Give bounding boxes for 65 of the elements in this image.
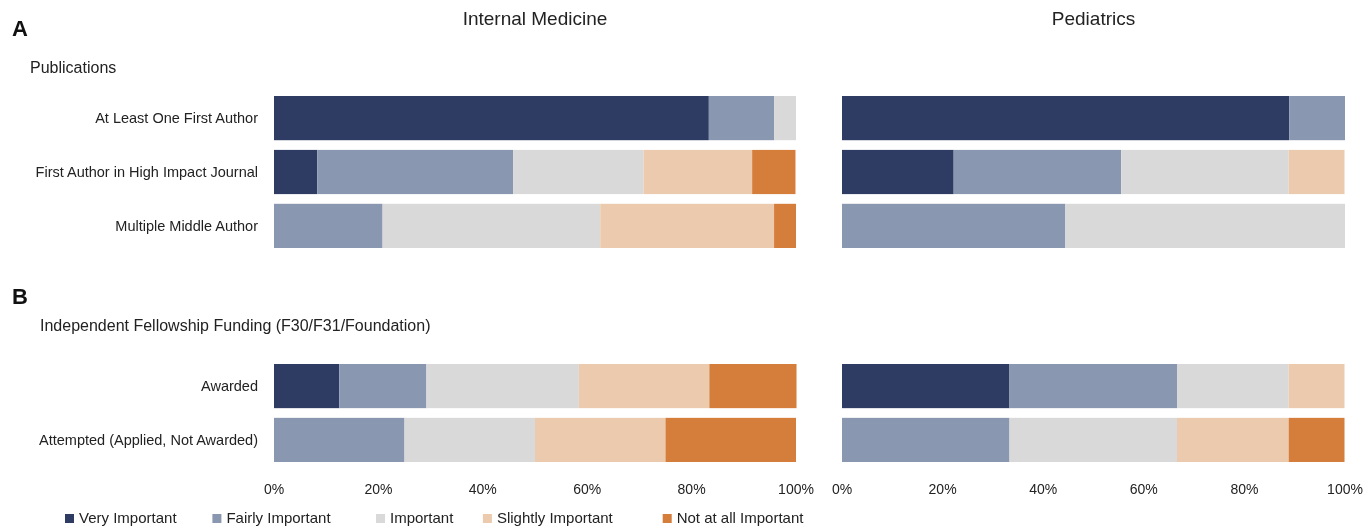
- x-tick-label: 40%: [468, 481, 497, 497]
- x-tick-label: 40%: [1029, 481, 1058, 497]
- bar: [1289, 96, 1345, 141]
- bar: [339, 364, 427, 409]
- bar: [774, 96, 796, 141]
- bar: [842, 417, 1010, 462]
- text: B: [12, 284, 28, 309]
- bar: [1177, 364, 1289, 409]
- bar: [404, 417, 535, 462]
- bar: [1009, 417, 1177, 462]
- x-tick-label: 60%: [1129, 481, 1158, 497]
- bar: [1288, 417, 1345, 462]
- text: Publications: [30, 59, 117, 76]
- bar: [382, 203, 601, 248]
- bar: [274, 203, 383, 248]
- x-tick-label: 80%: [677, 481, 706, 497]
- bar: [1009, 364, 1177, 409]
- bar: [535, 417, 666, 462]
- bar: [774, 203, 796, 248]
- legend-label: Slightly Important: [496, 509, 614, 526]
- bar: [842, 96, 1290, 141]
- bar: [665, 417, 796, 462]
- x-tick-label: 100%: [778, 481, 814, 497]
- bar: [842, 203, 1066, 248]
- x-tick-label: 0%: [831, 481, 853, 497]
- bar: [708, 96, 775, 141]
- legend-label: Very Important: [79, 509, 178, 526]
- x-tick-label: 20%: [928, 481, 957, 497]
- bar: [426, 364, 579, 409]
- bar: [578, 364, 710, 409]
- y-tick-label: Attempted (Applied, Not Awarded): [39, 432, 258, 448]
- bar: [953, 149, 1122, 195]
- bar: [274, 364, 340, 409]
- x-tick-label: 100%: [1327, 481, 1363, 497]
- chart-subtitle: Independent Fellowship Funding (F30/F31/Foundation): [40, 317, 431, 334]
- bar: [752, 149, 796, 195]
- bar: [274, 417, 405, 462]
- bar: [643, 149, 753, 195]
- bar: [1288, 364, 1345, 409]
- bar: [1065, 203, 1345, 248]
- bar: [274, 149, 318, 195]
- legend-label: Fairly Important: [226, 509, 332, 526]
- legend-label: Not at all Important: [676, 509, 805, 526]
- bar: [842, 149, 954, 195]
- y-tick-label: At Least One First Author: [95, 110, 259, 127]
- y-tick-label: First Author in High Impact Journal: [35, 164, 258, 181]
- x-tick-label: 0%: [263, 481, 285, 497]
- bar: [1177, 417, 1289, 462]
- x-tick-label: 20%: [364, 481, 393, 497]
- x-tick-label: 60%: [573, 481, 602, 497]
- bar: [1121, 149, 1289, 195]
- bar: [709, 364, 797, 409]
- bar: [317, 149, 514, 195]
- bar: [842, 364, 1010, 409]
- legend-label: Important: [390, 509, 455, 526]
- chart-title: Pediatrics: [1051, 8, 1136, 29]
- chart-title: Internal Medicine: [462, 8, 608, 29]
- y-tick-label: Awarded: [201, 378, 258, 395]
- bar: [513, 149, 644, 195]
- y-tick-label: Multiple Middle Author: [115, 217, 259, 234]
- x-tick-label: 80%: [1230, 481, 1259, 497]
- text: A: [12, 16, 28, 41]
- bar: [274, 96, 709, 141]
- bar: [1288, 149, 1345, 195]
- bar: [600, 203, 775, 248]
